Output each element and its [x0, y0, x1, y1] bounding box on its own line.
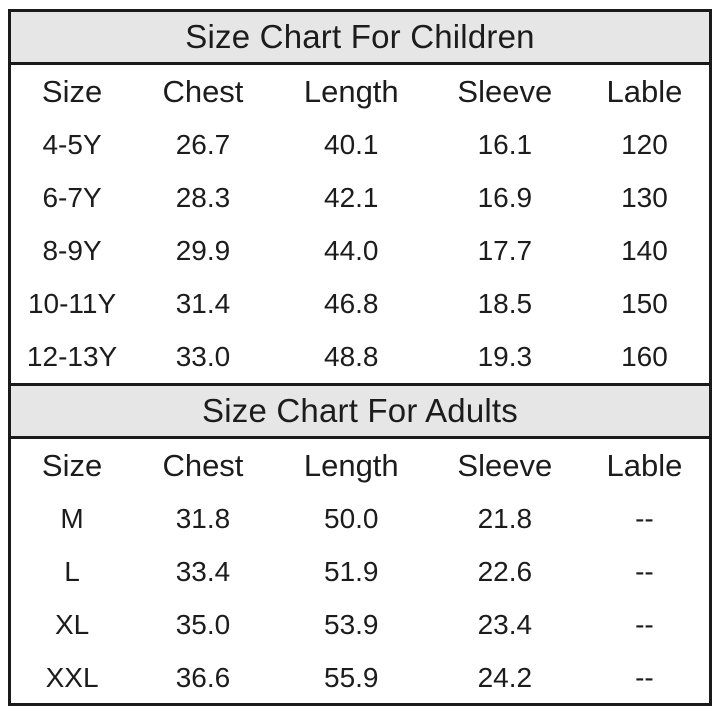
children-value-cell: 33.0 [175, 340, 231, 372]
adults-section-title: Size Chart For Adults [11, 383, 709, 439]
children-value-cell: 17.7 [477, 234, 533, 266]
children-column-header-chest: Chest [162, 73, 244, 109]
children-value-cell: 160 [621, 340, 668, 372]
adults-value-cell: -- [635, 555, 654, 587]
children-value-cell: 42.1 [324, 181, 379, 213]
children-value-cell: 130 [621, 181, 668, 213]
children-size-cell: 10-11Y [27, 287, 117, 319]
adults-size-cell: XXL [45, 661, 99, 693]
children-value-cell: 44.0 [324, 234, 379, 266]
children-table-row: 8-9Y 29.9 44.0 17.7 140 [11, 224, 709, 277]
children-table-row: 12-13Y 33.0 48.8 19.3 160 [11, 330, 709, 383]
children-table-row: 4-5Y 26.7 40.1 16.1 120 [11, 118, 709, 171]
adults-value-cell: 21.8 [477, 502, 533, 534]
children-table-row: 6-7Y 28.3 42.1 16.9 130 [11, 171, 709, 224]
adults-column-header-row: Size Chest Length Sleeve Lable [11, 439, 709, 492]
size-chart-panel: Size Chart For Children Size Chest Length S… [8, 9, 712, 706]
children-value-cell: 18.5 [477, 287, 533, 319]
children-value-cell: 40.1 [324, 128, 379, 160]
adults-table-row: XL 35.0 53.9 23.4 -- [11, 598, 709, 651]
adults-size-table: Size Chest Length Sleeve Lable M 31.8 50.0 21.8… [11, 439, 709, 704]
adults-value-cell: 33.4 [175, 555, 231, 587]
adults-value-cell: 35.0 [175, 608, 231, 640]
adults-table-row: XXL 36.6 55.9 24.2 -- [11, 651, 709, 704]
children-value-cell: 19.3 [477, 340, 533, 372]
children-value-cell: 31.4 [175, 287, 231, 319]
adults-size-cell: XL [54, 608, 90, 640]
children-column-header-size: Size [41, 73, 103, 109]
adults-value-cell: 22.6 [477, 555, 533, 587]
adults-column-header-sleeve: Sleeve [457, 447, 553, 483]
adults-column-header-length: Length [303, 447, 399, 483]
children-size-cell: 8-9Y [42, 234, 102, 266]
adults-value-cell: 31.8 [175, 502, 231, 534]
children-size-cell: 6-7Y [42, 181, 102, 213]
children-value-cell: 16.9 [477, 181, 533, 213]
adults-value-cell: 53.9 [324, 608, 379, 640]
children-size-table-section: Size Chest Length Sleeve Lable 4-5Y 26.7 40.1 1… [11, 65, 709, 383]
adults-value-cell: -- [635, 661, 654, 693]
children-size-table: Size Chest Length Sleeve Lable 4-5Y 26.7 40.1 1… [11, 65, 709, 383]
adults-size-cell: L [64, 555, 80, 587]
children-value-cell: 29.9 [175, 234, 231, 266]
adults-value-cell: 50.0 [324, 502, 379, 534]
children-value-cell: 120 [621, 128, 668, 160]
adults-value-cell: 36.6 [175, 661, 231, 693]
adults-column-header-chest: Chest [162, 447, 244, 483]
adults-column-header-lable: Lable [606, 447, 683, 483]
adults-column-header-size: Size [41, 447, 103, 483]
children-size-cell: 12-13Y [26, 340, 118, 372]
children-table-row: 10-11Y 31.4 46.8 18.5 150 [11, 277, 709, 330]
children-value-cell: 26.7 [175, 128, 231, 160]
children-column-header-row: Size Chest Length Sleeve Lable [11, 65, 709, 118]
children-value-cell: 16.1 [477, 128, 533, 160]
children-value-cell: 48.8 [324, 340, 379, 372]
adults-value-cell: 51.9 [324, 555, 379, 587]
adults-value-cell: 55.9 [324, 661, 379, 693]
children-column-header-lable: Lable [606, 73, 683, 109]
adults-table-row: L 33.4 51.9 22.6 -- [11, 545, 709, 598]
adults-size-table-section: Size Chest Length Sleeve Lable M 31.8 50.0 21.8… [11, 439, 709, 704]
children-column-header-length: Length [303, 73, 399, 109]
children-size-cell: 4-5Y [42, 128, 102, 160]
adults-value-cell: 23.4 [477, 608, 533, 640]
adults-value-cell: 24.2 [477, 661, 533, 693]
children-value-cell: 150 [621, 287, 668, 319]
adults-table-row: M 31.8 50.0 21.8 -- [11, 492, 709, 545]
children-value-cell: 28.3 [175, 181, 231, 213]
children-section-title: Size Chart For Children [11, 12, 709, 65]
adults-value-cell: -- [635, 502, 654, 534]
adults-size-cell: M [60, 502, 84, 534]
children-value-cell: 46.8 [324, 287, 379, 319]
children-column-header-sleeve: Sleeve [457, 73, 553, 109]
adults-value-cell: -- [635, 608, 654, 640]
children-value-cell: 140 [621, 234, 668, 266]
